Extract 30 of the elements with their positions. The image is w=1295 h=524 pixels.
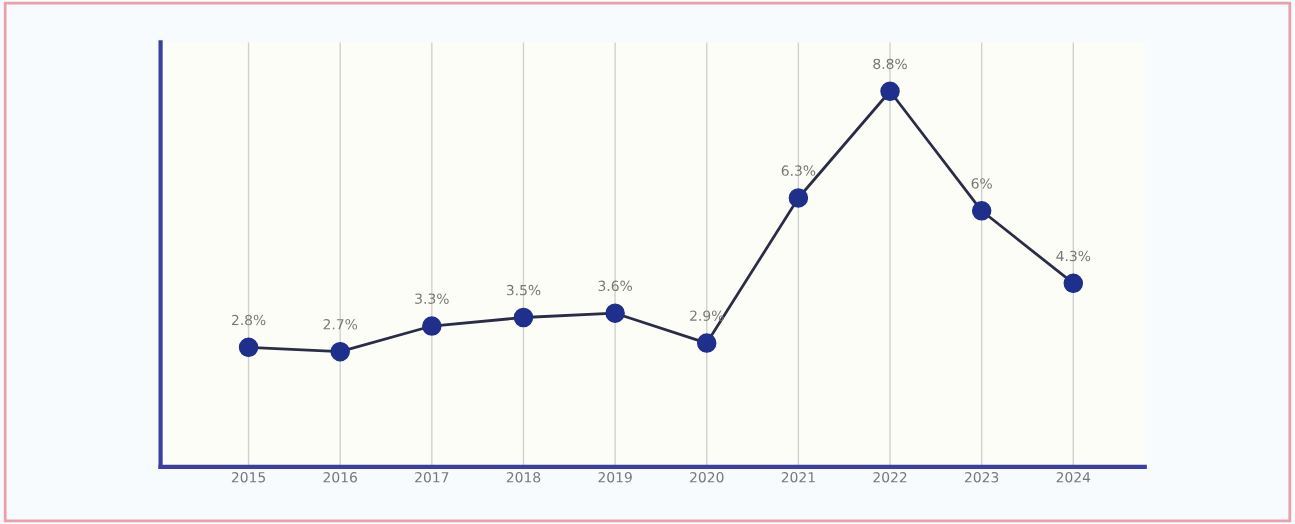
x-tick-label: 2015 xyxy=(231,471,266,483)
point xyxy=(1063,273,1084,294)
point xyxy=(330,341,350,362)
point xyxy=(605,303,625,323)
data-label: 2.7% xyxy=(323,319,358,330)
point xyxy=(238,337,259,358)
x-tick-label: 2017 xyxy=(415,471,449,483)
point xyxy=(880,81,900,102)
x-tick-label: 2024 xyxy=(1056,471,1091,483)
data-label: 8.8% xyxy=(873,58,907,70)
data-label: 3.5% xyxy=(506,284,541,296)
point xyxy=(696,333,717,353)
x-tick-label: 2020 xyxy=(690,471,724,483)
x-tick-label: 2022 xyxy=(873,471,907,483)
point xyxy=(422,316,442,336)
x-tick-label: 2021 xyxy=(781,471,815,483)
point xyxy=(971,201,992,221)
data-label: 6% xyxy=(971,178,992,189)
x-tick-label: 2023 xyxy=(965,471,999,483)
data-label: 6.3% xyxy=(781,165,816,176)
data-label: 2.9% xyxy=(690,310,724,321)
point xyxy=(788,188,809,208)
x-tick-label: 2018 xyxy=(506,471,541,483)
x-tick-label: 2019 xyxy=(598,471,632,483)
x-tick-label: 2016 xyxy=(323,471,357,483)
data-label: 4.3% xyxy=(1056,250,1091,262)
data-label: 2.8% xyxy=(231,314,266,326)
point xyxy=(513,307,534,328)
data-label: 3.6% xyxy=(598,280,632,292)
data-label: 3.3% xyxy=(415,293,449,304)
